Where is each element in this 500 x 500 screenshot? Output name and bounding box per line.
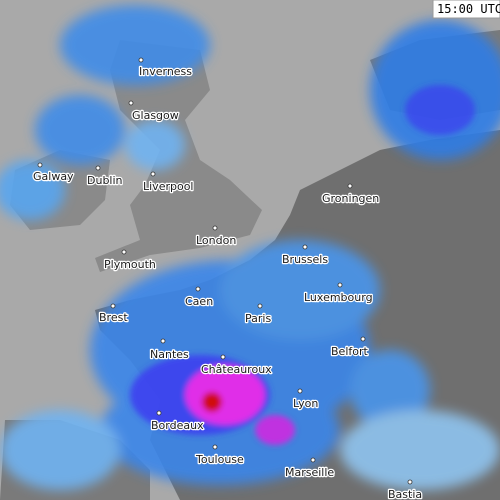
timestamp-box bbox=[432, 0, 500, 19]
city-label: Nantes bbox=[150, 348, 189, 361]
city-label: Brest bbox=[99, 311, 128, 324]
city-label: Dublin bbox=[87, 174, 123, 187]
city-dot bbox=[220, 354, 226, 360]
city-label: Lyon bbox=[293, 397, 318, 410]
city-dot bbox=[138, 57, 144, 63]
timestamp: 15:00 UTC bbox=[437, 2, 500, 16]
city-dot bbox=[128, 100, 134, 106]
city-dot bbox=[310, 457, 316, 463]
city-label: Inverness bbox=[139, 65, 192, 78]
heavy-precipitation bbox=[130, 85, 475, 445]
city-label: Caen bbox=[185, 295, 213, 308]
city-label: Bastia bbox=[388, 488, 422, 500]
city-dot bbox=[121, 249, 127, 255]
city-dot bbox=[156, 410, 162, 416]
city-label: Toulouse bbox=[195, 453, 244, 466]
city-label: Plymouth bbox=[104, 258, 156, 271]
city-label: Luxembourg bbox=[304, 291, 373, 304]
city-dot bbox=[360, 336, 366, 342]
city-dot bbox=[160, 338, 166, 344]
city-dot bbox=[212, 225, 218, 231]
city-dot bbox=[195, 286, 201, 292]
city-label: Châteauroux bbox=[201, 363, 272, 376]
cities: Inverness Glasgow Galway Dublin Liverpoo… bbox=[32, 57, 423, 500]
city-dot bbox=[212, 444, 218, 450]
city-label: Marseille bbox=[285, 466, 334, 479]
city-label: Groningen bbox=[322, 192, 379, 205]
city-dot bbox=[95, 165, 101, 171]
city-label: Liverpool bbox=[143, 180, 193, 193]
city-dot bbox=[110, 303, 116, 309]
city-label: London bbox=[196, 234, 236, 247]
city-dot bbox=[407, 479, 413, 485]
city-dot bbox=[257, 303, 263, 309]
city-label: Brussels bbox=[282, 253, 328, 266]
city-label: Bordeaux bbox=[151, 419, 204, 432]
city-dot bbox=[150, 171, 156, 177]
city-dot bbox=[337, 282, 343, 288]
city-dot bbox=[347, 183, 353, 189]
city-label: Galway bbox=[33, 170, 74, 183]
city-dot bbox=[302, 244, 308, 250]
city-label: Glasgow bbox=[132, 109, 179, 122]
city-label: Belfort bbox=[331, 345, 368, 358]
city-label: Paris bbox=[245, 312, 271, 325]
city-dot bbox=[37, 162, 43, 168]
city-dot bbox=[297, 388, 303, 394]
